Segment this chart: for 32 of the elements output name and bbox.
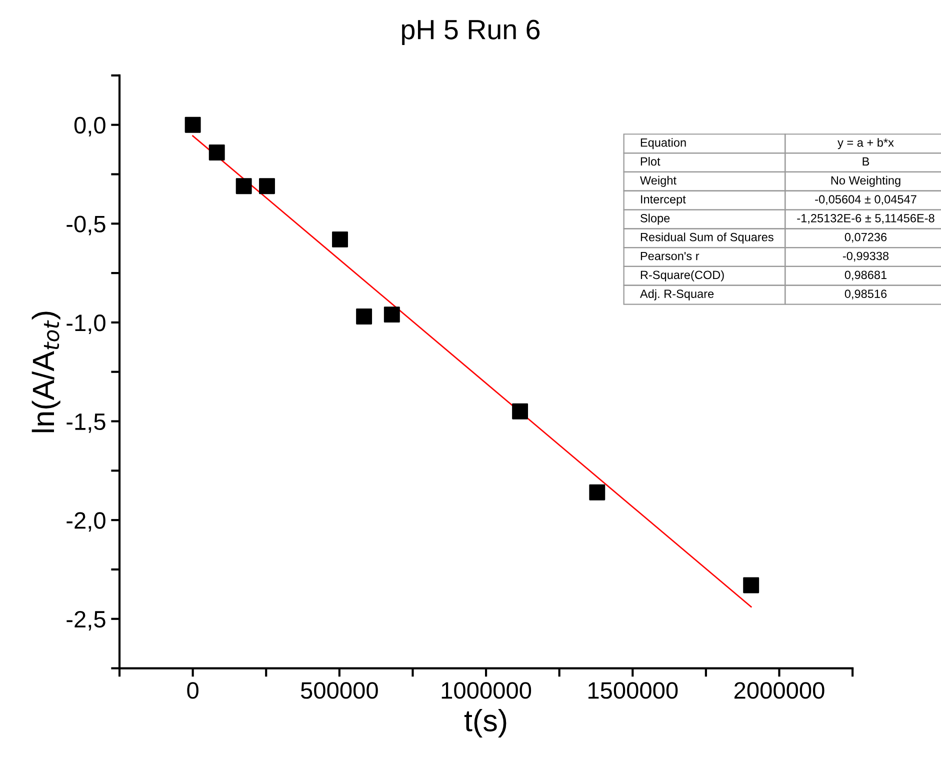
annotation: Weight	[640, 176, 676, 187]
y-tick-label: -0,5	[66, 216, 106, 236]
x-tick-label: 2000000	[734, 682, 824, 699]
x-tick-label: 1000000	[442, 682, 532, 699]
annotation: Intercept	[641, 195, 686, 206]
y-tick-label: -2,0	[66, 512, 106, 532]
annotation: Slope	[640, 214, 670, 225]
text: B	[862, 157, 870, 166]
x-tick-label: 0	[187, 682, 198, 699]
annotation: Pearson's r	[640, 252, 700, 260]
annotation: Equation	[640, 138, 686, 150]
y-tick-label: -2,5	[66, 610, 106, 630]
annotation: 0,98516	[844, 290, 887, 300]
y-tick-label: -1,0	[66, 314, 106, 334]
annotation: Plot	[640, 156, 660, 166]
annotation: -1,25132E-6 ± 5,11456E-8	[797, 214, 934, 224]
annotation: -0,99338	[842, 252, 889, 262]
annotation: No Weighting	[831, 176, 900, 187]
chart-title: pH 5 Run 6	[402, 20, 540, 45]
y-axis-title: ln(A/A$_{tot}$)	[32, 312, 60, 432]
annotation: R-Square(COD)	[640, 270, 724, 282]
annotation: 0,98681	[844, 270, 887, 280]
x-tick-label: 1500000	[588, 682, 678, 699]
annotation: y = a + b*x	[838, 138, 894, 150]
annotation: Residual Sum of Squares	[640, 232, 774, 244]
x-tick-label: 500000	[300, 682, 378, 699]
annotation: Adj. R-Square	[640, 289, 714, 300]
annotation: 0,07236	[844, 232, 887, 243]
y-tick-label: -1,5	[66, 414, 106, 433]
x-axis-title: t(s)	[464, 709, 506, 738]
y-tick-label: 0,0	[74, 116, 106, 136]
annotation: -0,05604 ± 0,04547	[815, 195, 916, 205]
